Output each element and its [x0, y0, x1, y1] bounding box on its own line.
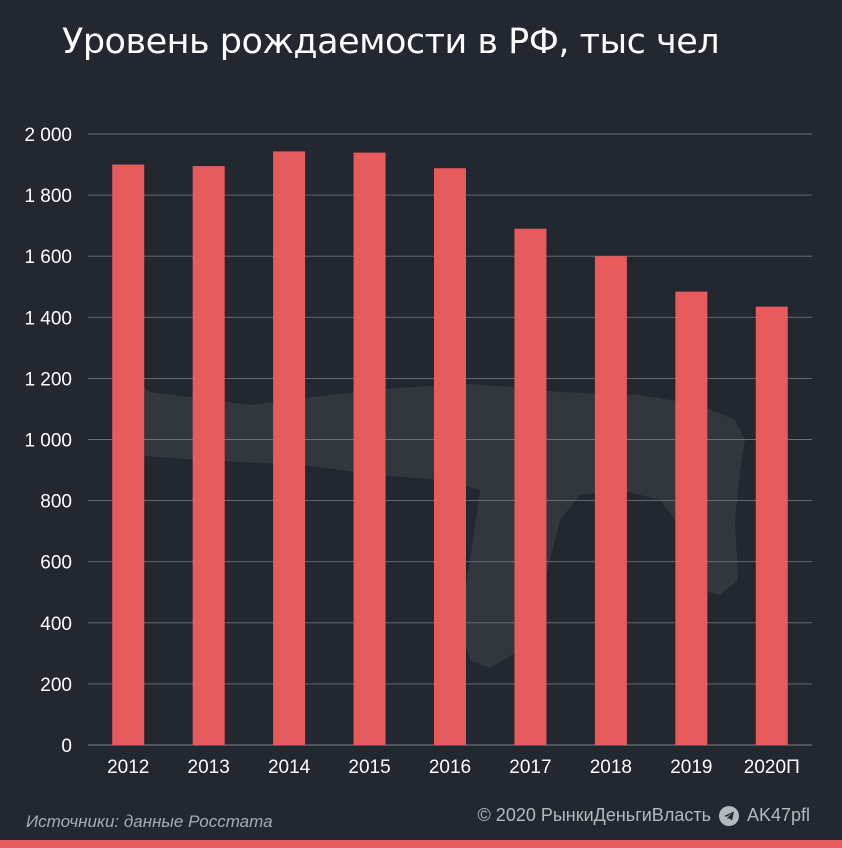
- y-tick-label: 1 200: [24, 369, 72, 390]
- y-tick-label: 1 400: [24, 308, 72, 329]
- bar-2017: [514, 228, 547, 745]
- x-tick-label: 2015: [348, 757, 390, 778]
- y-tick-label: 600: [40, 553, 72, 574]
- chart-title: Уровень рождаемости в РФ, тыс чел: [62, 22, 720, 62]
- x-tick-label: 2016: [429, 757, 471, 778]
- x-tick-label: 2012: [107, 757, 149, 778]
- y-tick-label: 2 000: [24, 125, 72, 146]
- bar-2015: [353, 152, 386, 745]
- telegram-icon: [718, 805, 739, 826]
- bar-2013: [192, 166, 225, 745]
- bottom-accent-stripe: [0, 840, 842, 848]
- y-tick-label: 1 600: [24, 247, 72, 268]
- channel-handle[interactable]: AK47pfl: [746, 805, 810, 825]
- y-tick-label: 1 800: [24, 186, 72, 207]
- bars: [112, 151, 788, 746]
- bar-2016: [434, 168, 466, 745]
- footer-credits: © 2020 РынкиДеньгиВласть AK47pfl: [478, 805, 810, 826]
- x-axis-ticks: 2012 2013 2014 2015 2016 2017 2018 2019 2020П: [107, 757, 800, 778]
- y-tick-label: 800: [40, 492, 72, 513]
- bar-2014: [273, 151, 306, 745]
- x-tick-label: 2013: [188, 757, 230, 778]
- bar-2012: [112, 164, 145, 746]
- copyright-text: © 2020 РынкиДеньгиВласть: [477, 805, 711, 825]
- y-tick-label: 200: [40, 675, 72, 696]
- y-axis-ticks: 0 200 400 600 800 1 000 1 200 1 400 1 600 1 800 2 …: [24, 125, 72, 757]
- y-tick-label: 1 000: [24, 431, 72, 452]
- x-tick-label: 2018: [590, 757, 632, 778]
- bar-2020П: [755, 306, 788, 745]
- x-tick-label: 2014: [268, 757, 311, 778]
- bar-chart: 0 200 400 600 800 1 000 1 200 1 400 1 600 1 800 2 …: [24, 125, 812, 778]
- y-tick-label: 0: [61, 736, 72, 757]
- source-note: Источники: данные Росстата: [26, 812, 273, 831]
- x-tick-label: 2017: [509, 757, 551, 778]
- watermark-rifle-silhouette: [115, 378, 745, 668]
- bar-2019: [675, 291, 708, 745]
- y-tick-label: 400: [40, 614, 72, 635]
- bar-2018: [594, 256, 627, 745]
- x-tick-label: 2020П: [744, 757, 800, 778]
- x-tick-label: 2019: [670, 757, 712, 778]
